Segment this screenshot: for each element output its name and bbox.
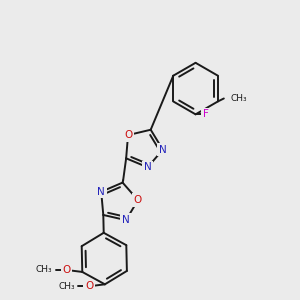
Text: O: O bbox=[62, 265, 70, 275]
Text: O: O bbox=[134, 195, 142, 205]
Text: N: N bbox=[159, 145, 167, 154]
Text: F: F bbox=[202, 109, 208, 119]
Text: N: N bbox=[144, 162, 152, 172]
Text: CH₃: CH₃ bbox=[58, 282, 75, 291]
Text: N: N bbox=[97, 187, 105, 197]
Text: N: N bbox=[122, 215, 130, 225]
Text: O: O bbox=[85, 281, 93, 291]
Text: CH₃: CH₃ bbox=[231, 94, 248, 103]
Text: O: O bbox=[124, 130, 132, 140]
Text: CH₃: CH₃ bbox=[36, 266, 52, 274]
